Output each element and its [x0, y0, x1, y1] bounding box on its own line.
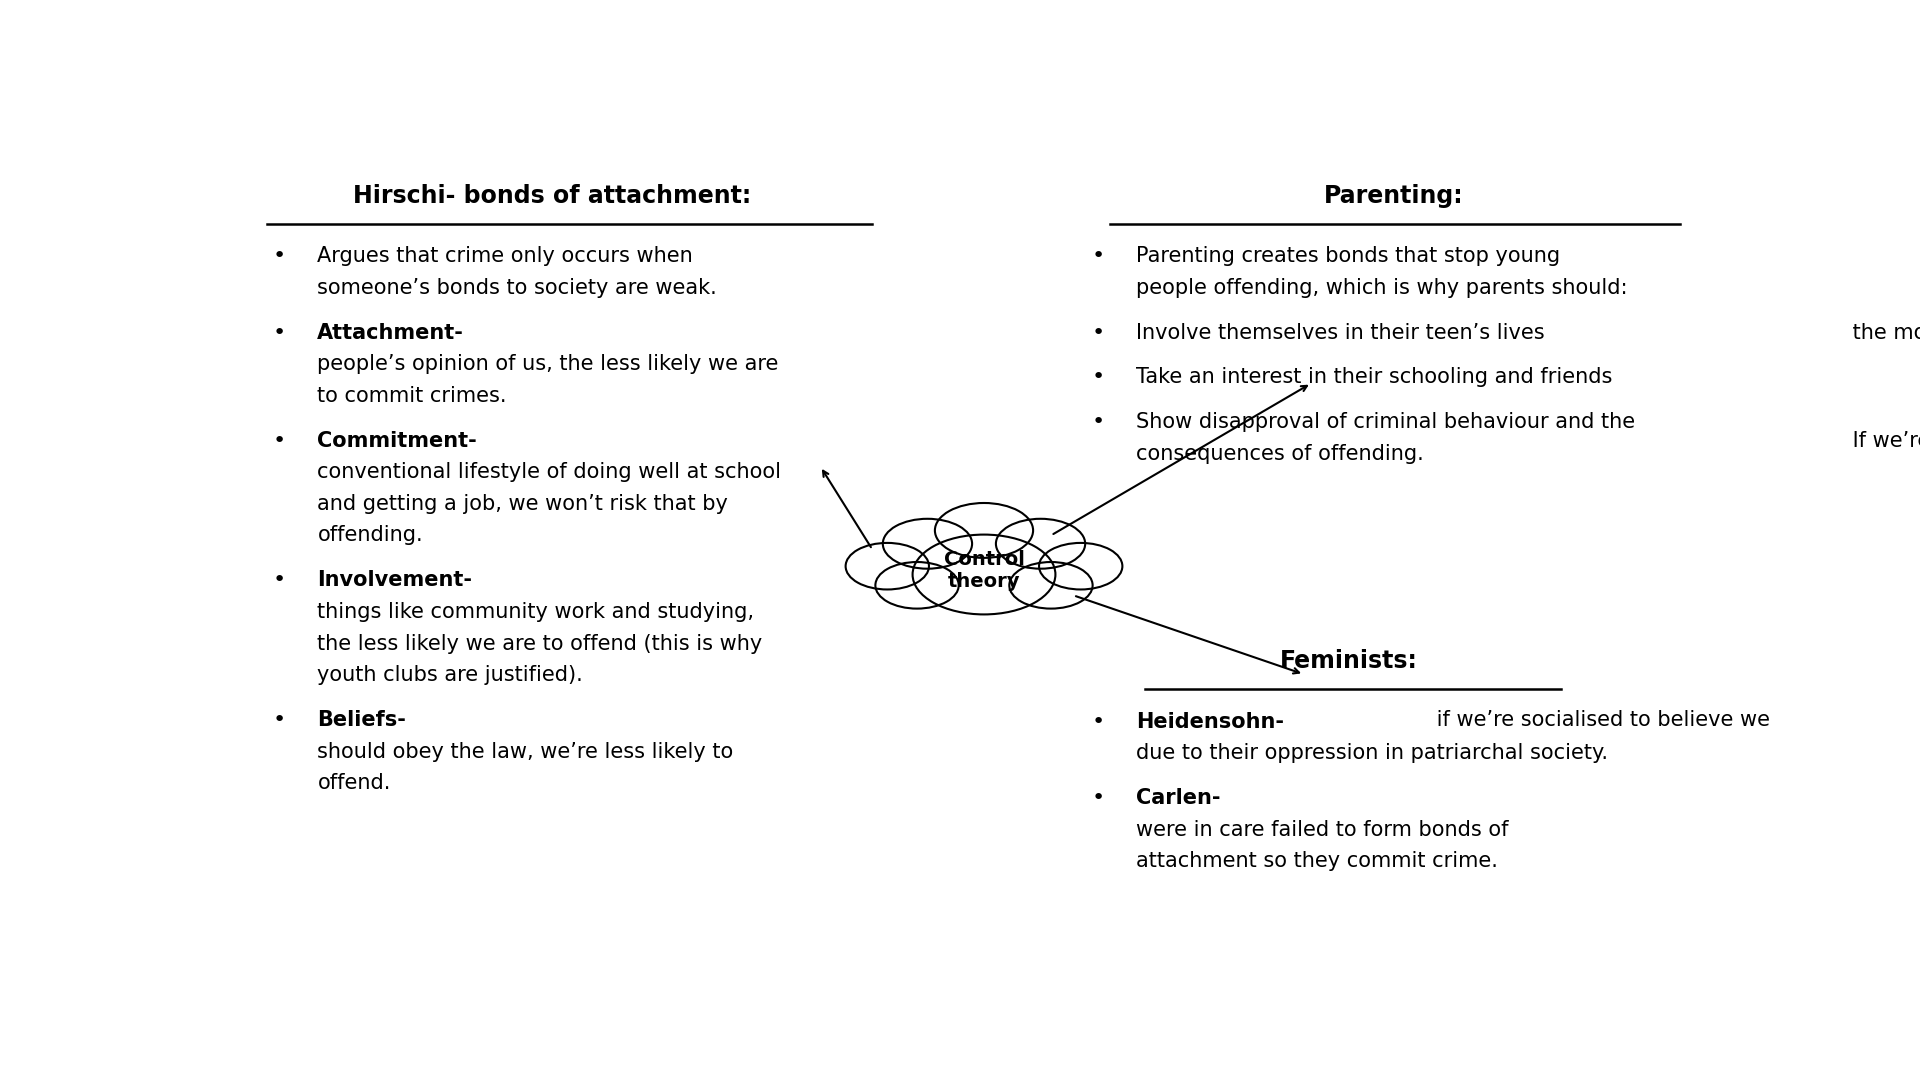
Circle shape — [883, 518, 972, 569]
Text: should obey the law, we’re less likely to: should obey the law, we’re less likely t… — [317, 742, 733, 761]
Circle shape — [1010, 562, 1092, 609]
Text: if we’re socialised to believe we: if we’re socialised to believe we — [1430, 710, 1770, 730]
Text: the less likely we are to offend (this is why: the less likely we are to offend (this i… — [317, 634, 762, 653]
Text: due to their oppression in patriarchal society.: due to their oppression in patriarchal s… — [1137, 743, 1607, 764]
Circle shape — [1039, 543, 1123, 590]
Circle shape — [845, 543, 929, 590]
Text: Involve themselves in their teen’s lives: Involve themselves in their teen’s lives — [1137, 323, 1544, 342]
Text: people offending, which is why parents should:: people offending, which is why parents s… — [1137, 278, 1628, 298]
Text: consequences of offending.: consequences of offending. — [1137, 444, 1423, 464]
Text: •: • — [273, 431, 286, 450]
Text: •: • — [273, 570, 286, 591]
Circle shape — [876, 562, 958, 609]
Text: Parenting creates bonds that stop young: Parenting creates bonds that stop young — [1137, 246, 1559, 266]
Text: Carlen-: Carlen- — [1137, 788, 1221, 808]
Text: •: • — [273, 246, 286, 266]
Text: Involvement-: Involvement- — [317, 570, 472, 591]
Text: Take an interest in their schooling and friends: Take an interest in their schooling and … — [1137, 367, 1613, 388]
Circle shape — [845, 543, 929, 590]
Text: the more we care about: the more we care about — [1845, 323, 1920, 342]
Circle shape — [935, 503, 1033, 558]
Text: Hirschi- bonds of attachment:: Hirschi- bonds of attachment: — [353, 184, 751, 207]
Circle shape — [935, 503, 1033, 558]
Text: Control
theory: Control theory — [943, 550, 1025, 591]
Text: •: • — [1091, 712, 1104, 732]
Text: •: • — [273, 323, 286, 342]
Text: If we’re committed to the: If we’re committed to the — [1845, 431, 1920, 450]
Text: Show disapproval of criminal behaviour and the: Show disapproval of criminal behaviour a… — [1137, 413, 1636, 432]
Circle shape — [996, 518, 1085, 569]
Text: •: • — [273, 710, 286, 730]
Circle shape — [1039, 543, 1123, 590]
Circle shape — [912, 535, 1056, 615]
Text: •: • — [1091, 323, 1104, 342]
Text: someone’s bonds to society are weak.: someone’s bonds to society are weak. — [317, 278, 718, 298]
Text: Attachment-: Attachment- — [317, 323, 465, 342]
Text: Heidensohn-: Heidensohn- — [1137, 712, 1284, 732]
Text: Feminists:: Feminists: — [1279, 649, 1417, 673]
Circle shape — [912, 535, 1056, 615]
Text: Beliefs-: Beliefs- — [317, 710, 407, 730]
Text: Argues that crime only occurs when: Argues that crime only occurs when — [317, 246, 693, 266]
Text: were in care failed to form bonds of: were in care failed to form bonds of — [1137, 820, 1509, 840]
Text: •: • — [1091, 367, 1104, 388]
Text: •: • — [1091, 413, 1104, 432]
Text: to commit crimes.: to commit crimes. — [317, 386, 507, 406]
Text: Commitment-: Commitment- — [317, 431, 478, 450]
Text: conventional lifestyle of doing well at school: conventional lifestyle of doing well at … — [317, 462, 781, 483]
Text: •: • — [1091, 246, 1104, 266]
Text: things like community work and studying,: things like community work and studying, — [317, 602, 755, 622]
Text: and getting a job, we won’t risk that by: and getting a job, we won’t risk that by — [317, 494, 728, 514]
Circle shape — [876, 562, 958, 609]
Text: attachment so they commit crime.: attachment so they commit crime. — [1137, 851, 1498, 872]
Text: offending.: offending. — [317, 526, 422, 545]
Text: youth clubs are justified).: youth clubs are justified). — [317, 665, 584, 685]
Text: •: • — [1091, 788, 1104, 808]
Circle shape — [883, 518, 972, 569]
Text: people’s opinion of us, the less likely we are: people’s opinion of us, the less likely … — [317, 354, 780, 374]
Circle shape — [1010, 562, 1092, 609]
Circle shape — [996, 518, 1085, 569]
Text: offend.: offend. — [317, 773, 392, 793]
Text: Parenting:: Parenting: — [1323, 184, 1463, 207]
